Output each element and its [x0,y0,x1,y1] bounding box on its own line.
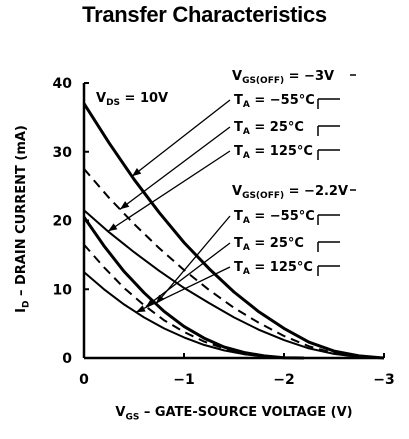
temp-label-g1-0-symbol: T [234,209,243,224]
vgs-off-label-1-symbol: V [232,184,242,199]
temp-label-g1-1-subscript: A [243,243,250,253]
temp-label-g0-2-symbol: T [234,144,243,159]
temp-label-g1-0-value: = −55°C [250,209,315,224]
x-tick-label-1: −1 [173,372,194,388]
vgs-off-label-0-subscript: GS(OFF) [242,76,284,86]
x-tick-label-0: 0 [79,372,89,388]
curve-g0-0 [82,102,385,360]
leader-line-g0-2 [107,150,231,232]
temp-label-g1-2-subscript: A [243,267,250,277]
vgs-off-label-0-value: = −3V [284,69,334,84]
y-tick-label-0: 0 [62,351,72,367]
temp-label-g0-1-subscript: A [243,127,250,137]
x-tick-label-3: −3 [373,372,394,388]
vds-condition-label-value: = 10V [120,91,168,106]
leader-line-g0-1 [119,126,231,210]
vgs-off-label-1: VGS(OFF) = −2.2V [232,184,348,201]
leader-line-g0-0 [131,99,231,177]
temp-label-g1-1: TA = 25°C [234,236,304,253]
y-tick-label-2: 20 [53,214,73,230]
leader-line-g1-1 [145,242,231,308]
x-axis-subscript: GS [125,412,140,423]
y-axis-label: ID – DRAIN CURRENT (mA) [14,125,32,313]
x-axis-symbol: V [115,405,126,420]
temp-label-g1-1-symbol: T [234,236,243,251]
temp-label-g1-2-value: = 125°C [250,260,313,275]
temp-label-g0-0-subscript: A [243,100,250,110]
temp-label-g0-0-value: = −55°C [250,93,315,108]
vds-condition-label-subscript: DS [106,98,120,108]
temp-label-g0-1-symbol: T [234,120,243,135]
y-axis-subscript: D [21,300,32,309]
temp-label-g1-0-subscript: A [243,216,250,226]
arrowhead-g0-2 [108,223,118,232]
temp-label-g1-1-value: = 25°C [250,236,304,251]
y-tick-label-3: 30 [53,145,73,161]
curve-g1-2 [83,271,305,359]
temp-label-g0-2-value: = 125°C [250,144,313,159]
temp-label-g0-0: TA = −55°C [234,93,315,110]
arrowhead-g1-2 [136,305,146,313]
vgs-off-label-1-subscript: GS(OFF) [242,191,284,201]
vgs-off-label-0: VGS(OFF) = −3V [232,69,334,86]
temp-label-g1-0: TA = −55°C [234,209,315,226]
temp-label-g1-2-symbol: T [234,260,243,275]
y-axis-symbol: I [14,308,29,313]
chart-title: Transfer Characteristics [82,2,327,27]
x-axis-label: VGS – GATE-SOURCE VOLTAGE (V) [115,405,353,423]
y-tick-label-1: 10 [53,282,73,298]
vgs-off-label-1-value: = −2.2V [284,184,348,199]
temp-label-g0-1-value: = 25°C [250,120,304,135]
temp-label-g0-2-subscript: A [243,151,250,161]
vgs-off-label-0-symbol: V [232,69,242,84]
vds-condition-label: VDS = 10V [96,91,168,108]
y-axis-text: DRAIN CURRENT (mA) [14,125,29,285]
arrowhead-g0-0 [132,168,142,177]
temp-label-g0-2: TA = 125°C [234,144,313,161]
temp-label-g0-0-symbol: T [234,93,243,108]
temp-label-g0-1: TA = 25°C [234,120,304,137]
temp-label-g1-2: TA = 125°C [234,260,313,277]
x-axis-text: GATE-SOURCE VOLTAGE (V) [154,405,353,420]
leader-line-g1-2 [135,266,231,313]
x-tick-label-2: −2 [273,372,294,388]
vds-condition-label-symbol: V [96,91,106,106]
curve-g0-2 [83,209,385,359]
y-tick-label-4: 40 [53,76,73,92]
arrowhead-g0-1 [120,201,130,210]
